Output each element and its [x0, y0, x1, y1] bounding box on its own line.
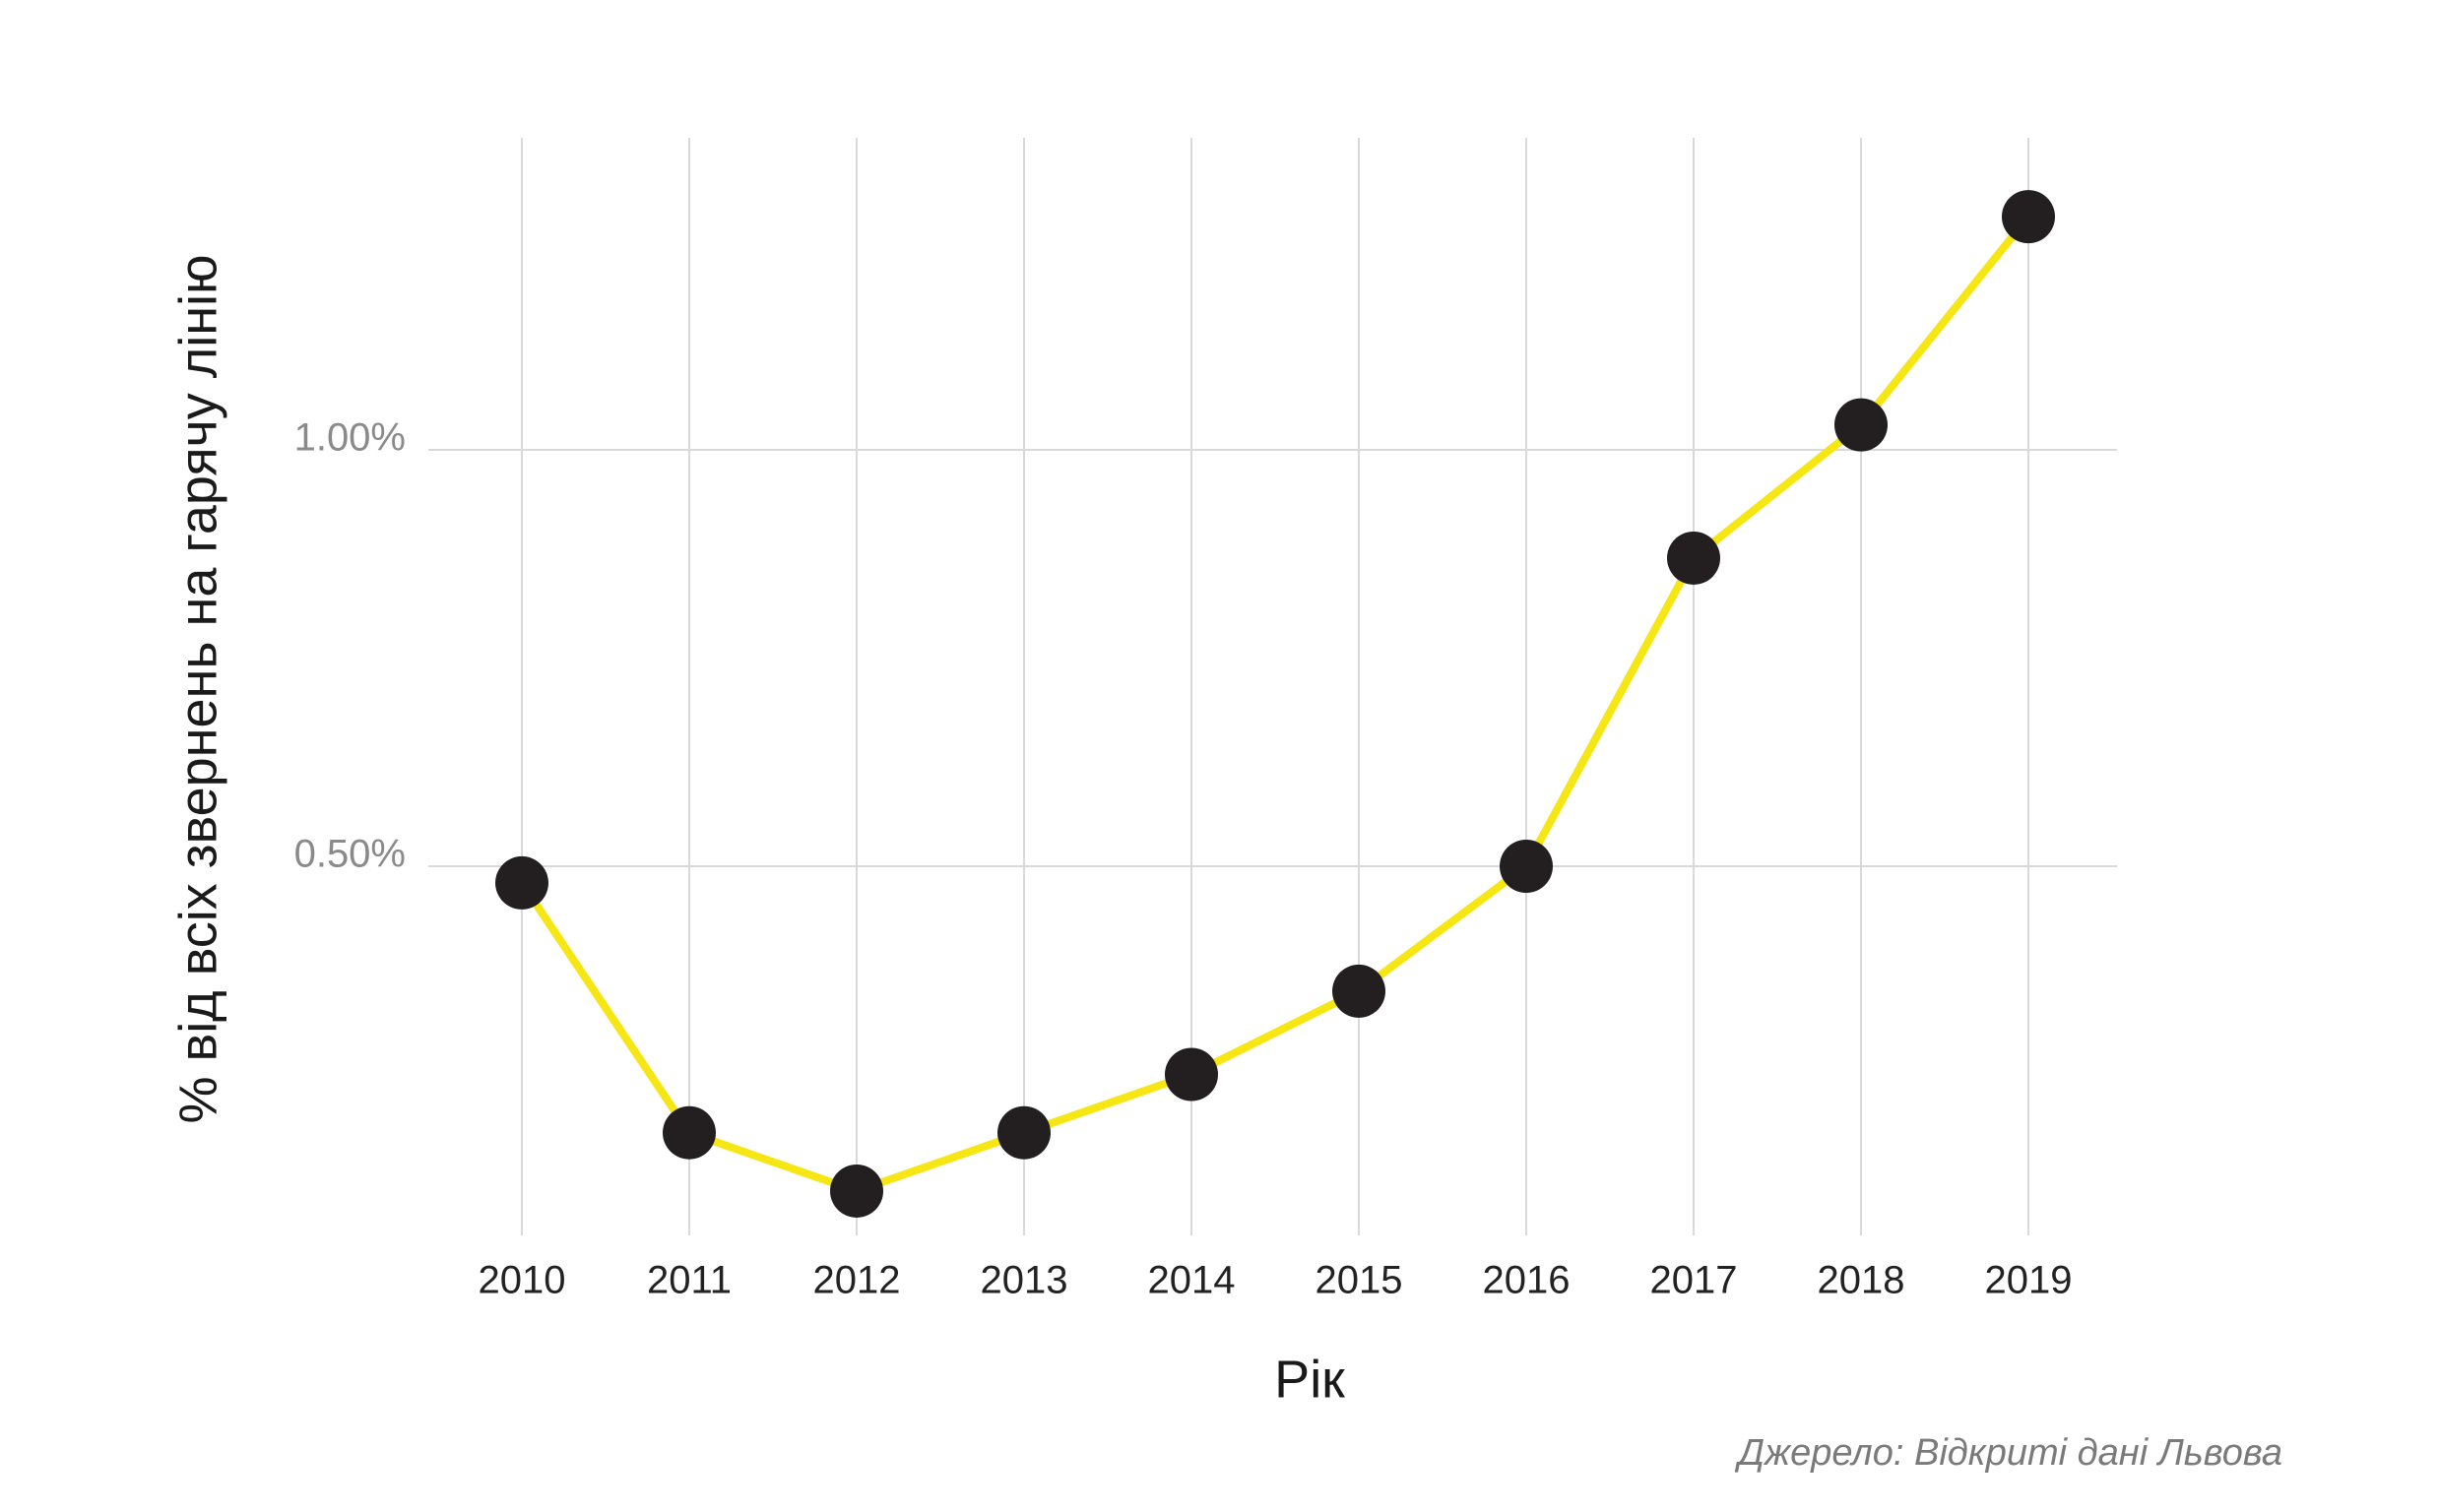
x-axis-title: Рік	[1274, 1350, 1345, 1409]
tick-layer: 0.50% 1.00% 2010 2011 2012 2013 2014 2015 2016 20…	[294, 416, 2073, 1302]
x-tick-label: 2011	[647, 1259, 732, 1302]
source-note: Джерело: Відкриті дані Львова	[1734, 1432, 2282, 1474]
data-point	[1332, 964, 1385, 1018]
series-line	[518, 213, 2032, 1195]
data-point	[830, 1164, 883, 1218]
y-axis-title: % від всіх звернень на гарячу лінію	[168, 254, 227, 1123]
series-layer	[518, 213, 2032, 1195]
grid-layer	[428, 138, 2117, 1235]
data-point	[1667, 531, 1720, 585]
x-tick-label: 2017	[1650, 1259, 1738, 1302]
x-tick-label: 2018	[1818, 1259, 1905, 1302]
data-point	[1165, 1047, 1218, 1102]
x-tick-label: 2014	[1148, 1259, 1236, 1302]
x-tick-label: 2013	[981, 1259, 1068, 1302]
x-tick-label: 2016	[1483, 1259, 1571, 1302]
data-point	[495, 855, 548, 910]
data-point	[2002, 190, 2055, 244]
data-point	[1834, 398, 1888, 452]
y-tick-label: 0.50%	[294, 833, 406, 876]
data-point	[1500, 840, 1553, 893]
data-point	[663, 1105, 716, 1160]
x-tick-label: 2012	[813, 1259, 901, 1302]
point-layer	[495, 190, 2055, 1218]
x-tick-label: 2015	[1316, 1259, 1403, 1302]
x-tick-label: 2019	[1985, 1259, 2073, 1302]
x-tick-label: 2010	[479, 1259, 566, 1302]
y-tick-label: 1.00%	[294, 416, 406, 460]
data-point	[997, 1105, 1051, 1160]
